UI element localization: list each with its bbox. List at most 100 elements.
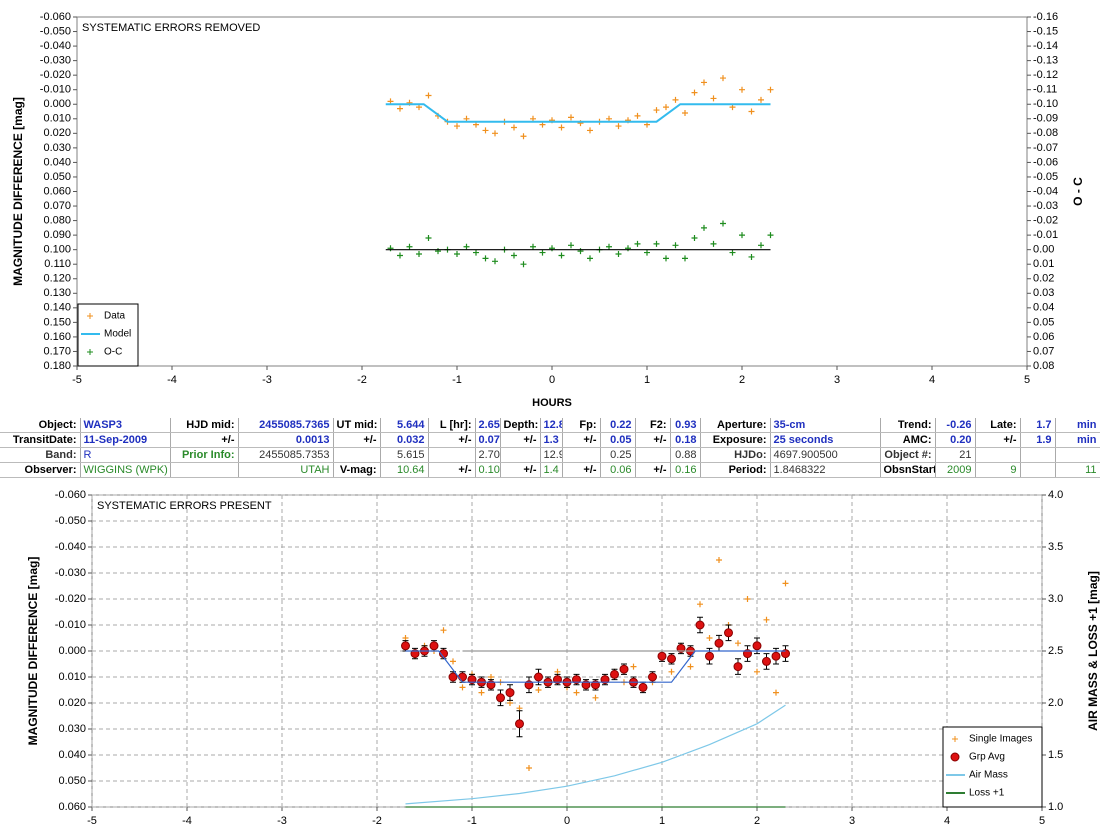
data-point <box>435 248 441 255</box>
legend-swatch <box>87 313 93 319</box>
table-cell: +/- <box>170 432 239 448</box>
y-tick-label: 0.060 <box>58 801 86 813</box>
data-point <box>638 682 648 692</box>
table-cell: +/- <box>562 462 601 478</box>
y2-tick-label: -0.11 <box>1033 84 1057 96</box>
data-point <box>687 663 694 670</box>
y2-tick-label: 0.07 <box>1033 345 1054 357</box>
table-cell: +/- <box>635 462 671 478</box>
y-axis-title: MAGNITUDE DIFFERENCE [mag] <box>11 97 25 286</box>
data-point <box>554 668 561 675</box>
data-point <box>739 86 745 93</box>
table-cell: 2455085.7353 <box>238 447 334 463</box>
data-point <box>587 127 593 134</box>
table-cell: +/- <box>333 432 381 448</box>
data-point <box>691 89 698 96</box>
table-cell: 2.70 <box>475 447 501 463</box>
data-point <box>425 92 432 99</box>
data-point <box>482 127 489 134</box>
legend: Data Model O-C <box>77 303 139 367</box>
x-tick-label: -1 <box>467 815 477 827</box>
data-point <box>492 130 498 137</box>
y2-tick-label: -0.13 <box>1033 55 1058 67</box>
data-point <box>729 249 736 256</box>
table-cell: Depth: <box>500 418 541 433</box>
data-point <box>763 616 770 623</box>
data-point <box>610 669 619 679</box>
data-point <box>767 86 774 93</box>
data-point <box>701 79 707 86</box>
data-point <box>706 635 713 641</box>
table-cell: 1.7 <box>1020 418 1056 433</box>
data-point <box>572 675 581 685</box>
data-point <box>520 133 527 140</box>
data-point <box>600 675 610 685</box>
table-cell: 0.0013 <box>238 432 334 448</box>
data-point <box>568 242 574 249</box>
y-tick-label: 0.030 <box>58 723 86 735</box>
legend-swatch <box>952 736 958 742</box>
annotation: SYSTEMATIC ERRORS REMOVED <box>82 22 260 34</box>
x-tick-label: 2 <box>739 374 745 386</box>
data-point <box>672 242 679 249</box>
legend-swatch <box>950 752 960 762</box>
data-point <box>467 675 477 685</box>
table-cell: 35-cm <box>770 418 881 433</box>
data-point <box>387 245 394 252</box>
data-point <box>463 243 470 250</box>
table-cell: 4697.900500 <box>770 447 881 463</box>
y-tick-label: 0.000 <box>58 645 86 657</box>
x-tick-label: -1 <box>452 374 462 386</box>
data-point <box>568 114 574 121</box>
y2-tick-label: -0.09 <box>1033 113 1058 125</box>
y2-tick-label: 3.5 <box>1048 541 1063 553</box>
table-cell: 12.8 <box>540 418 563 433</box>
data-point <box>478 689 485 696</box>
table-cell: +/- <box>428 462 476 478</box>
y2-tick-label: -0.12 <box>1033 69 1058 81</box>
data-point <box>691 235 698 242</box>
data-point <box>454 251 460 258</box>
legend-label: Single Images <box>969 734 1032 745</box>
data-point <box>663 255 669 262</box>
data-point <box>401 641 410 651</box>
table-cell <box>1020 447 1056 463</box>
x-tick-label: 0 <box>564 815 570 827</box>
table-cell: 10.64 <box>380 462 429 478</box>
y-tick-label: -0.030 <box>40 55 71 67</box>
y-tick-label: 0.020 <box>58 697 86 709</box>
table-cell: 21 <box>935 447 976 463</box>
data-point <box>402 635 409 641</box>
table-cell: 11-Sep-2009 <box>80 432 171 448</box>
data-point <box>458 672 467 682</box>
data-point <box>615 251 622 258</box>
data-point <box>773 689 779 696</box>
table-cell: +/- <box>500 432 541 448</box>
data-point <box>482 255 489 262</box>
y-tick-label: -0.060 <box>55 489 86 501</box>
y-tick-label: 0.140 <box>43 302 71 314</box>
y2-tick-label: -0.14 <box>1033 40 1058 52</box>
table-cell: WASP3 <box>80 418 171 433</box>
table-cell: Prior Info: <box>170 447 239 463</box>
table-cell: 0.16 <box>670 462 701 478</box>
y-tick-label: 0.050 <box>58 775 86 787</box>
data-point <box>615 123 622 130</box>
table-cell: 2.65 <box>475 418 501 433</box>
x-tick-label: 0 <box>549 374 555 386</box>
legend-label: Loss +1 <box>969 788 1005 799</box>
data-line <box>385 103 771 123</box>
data-point <box>558 252 565 259</box>
table-cell: 0.10 <box>475 462 501 478</box>
y2-tick-label: -0.02 <box>1033 214 1058 226</box>
data-point <box>724 628 733 638</box>
table-cell: HJD mid: <box>170 418 239 433</box>
x-tick-label: 4 <box>929 374 935 386</box>
table-cell: min <box>1055 418 1100 433</box>
y2-tick-label: -0.01 <box>1033 229 1058 241</box>
table-row: TransitDate: 11-Sep-2009 +/- 0.0013 +/- 0.032… <box>0 432 1100 448</box>
data-point <box>762 656 771 666</box>
legend-label: Data <box>104 311 126 322</box>
table-cell: +/- <box>635 432 671 448</box>
table-cell: 1.4 <box>540 462 563 478</box>
